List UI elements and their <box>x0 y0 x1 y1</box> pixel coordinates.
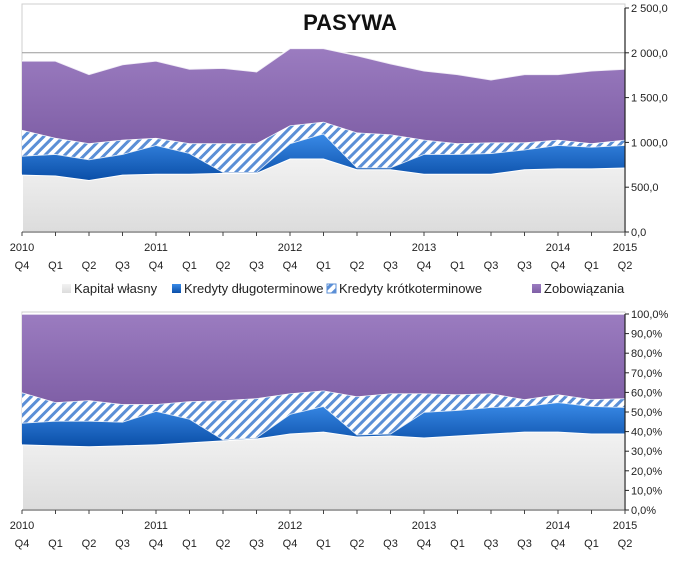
legend-swatch-longterm-credit <box>172 284 181 293</box>
x-tick-label-quarter: Q1 <box>48 260 63 272</box>
x-tick-label-quarter: Q4 <box>149 538 164 550</box>
x-tick-label-quarter: Q4 <box>551 260 566 272</box>
x-tick-label-quarter: Q3 <box>115 260 130 272</box>
x-tick-label-quarter: Q3 <box>115 538 130 550</box>
x-tick-label-quarter: Q4 <box>283 538 298 550</box>
x-tick-label-quarter: Q2 <box>350 260 365 272</box>
x-tick-label-year: 2014 <box>546 520 570 532</box>
series-area-shortterm-credit <box>22 121 625 172</box>
x-tick-label-year: 2012 <box>278 242 302 254</box>
y-tick-label: 1 500,0 <box>631 93 668 105</box>
y-tick-label: 90,0% <box>631 329 662 341</box>
legend: Kapitał własny Kredyty długoterminowe Kred… <box>62 281 625 296</box>
x-tick-label-year: 2015 <box>613 242 637 254</box>
y-tick-label: 40,0% <box>631 427 662 439</box>
x-tick-label-quarter: Q1 <box>450 538 465 550</box>
y-tick-label: 30,0% <box>631 446 662 458</box>
x-tick-label-quarter: Q4 <box>417 260 432 272</box>
x-tick-label-quarter: Q3 <box>484 260 499 272</box>
legend-label-equity: Kapitał własny <box>74 281 158 296</box>
x-tick-label-quarter: Q3 <box>517 538 532 550</box>
series-area-liabilities <box>22 48 625 144</box>
x-tick-label-year: 2015 <box>613 520 637 532</box>
legend-swatch-shortterm-credit <box>326 283 337 294</box>
x-tick-label-quarter: Q1 <box>182 260 197 272</box>
y-tick-label: 50,0% <box>631 407 662 419</box>
y-tick-label: 100,0% <box>631 309 669 321</box>
chart-bottom-percent: 0,0% 10,0% 20,0% 30,0% 40,0% 50,0% 60,0% 70,0% 8… <box>10 309 669 550</box>
x-tick-label-quarter: Q4 <box>417 538 432 550</box>
x-tick-label-quarter: Q4 <box>551 538 566 550</box>
y-tick-label: 2 500,0 <box>631 3 668 15</box>
x-tick-label-quarter: Q2 <box>350 538 365 550</box>
chart-top-values: PASYWA 0,0 500,0 1 000,0 1 500,0 2 000,0 2 50… <box>10 3 668 272</box>
y-tick-label: 0,0% <box>631 505 656 517</box>
x-tick-label-quarter: Q4 <box>149 260 164 272</box>
x-tick-label-quarter: Q4 <box>15 260 30 272</box>
x-tick-label-year: 2014 <box>546 242 570 254</box>
legend-swatch-equity <box>62 284 71 293</box>
y-tick-label: 60,0% <box>631 387 662 399</box>
x-tick-label-quarter: Q3 <box>383 260 398 272</box>
series-area-liabilities <box>22 314 625 405</box>
x-tick-label-quarter: Q3 <box>383 538 398 550</box>
y-tick-label: 500,0 <box>631 182 659 194</box>
x-tick-label-quarter: Q1 <box>584 260 599 272</box>
legend-label-longterm-credit: Kredyty długoterminowe <box>184 281 323 296</box>
y-tick-label: 1 000,0 <box>631 137 668 149</box>
series-area-longterm-credit <box>22 133 625 181</box>
series-area-longterm-credit <box>22 402 625 447</box>
y-tick-label: 10,0% <box>631 485 662 497</box>
x-tick-label-quarter: Q3 <box>249 538 264 550</box>
x-tick-label-quarter: Q4 <box>283 260 298 272</box>
x-tick-label-year: 2011 <box>144 242 168 254</box>
x-tick-label-year: 2011 <box>144 520 168 532</box>
x-tick-label-year: 2010 <box>10 520 34 532</box>
y-tick-label: 70,0% <box>631 368 662 380</box>
x-tick-label-year: 2013 <box>412 520 436 532</box>
x-tick-label-quarter: Q1 <box>316 260 331 272</box>
x-tick-label-quarter: Q4 <box>15 538 30 550</box>
y-tick-label: 0,0 <box>631 227 646 239</box>
x-tick-label-quarter: Q3 <box>249 260 264 272</box>
legend-label-shortterm-credit: Kredyty krótkoterminowe <box>339 281 482 296</box>
chart-title: PASYWA <box>303 10 397 35</box>
x-tick-label-quarter: Q2 <box>216 538 231 550</box>
x-tick-label-quarter: Q2 <box>82 538 97 550</box>
y-tick-label: 2 000,0 <box>631 48 668 60</box>
x-tick-label-quarter: Q2 <box>618 260 633 272</box>
y-tick-label: 80,0% <box>631 348 662 360</box>
x-tick-label-quarter: Q3 <box>484 538 499 550</box>
x-tick-label-quarter: Q3 <box>517 260 532 272</box>
legend-swatch-liabilities <box>532 284 541 293</box>
x-tick-label-quarter: Q1 <box>584 538 599 550</box>
y-tick-label: 20,0% <box>631 466 662 478</box>
series-edge-liabilities <box>22 47 626 81</box>
x-tick-label-year: 2012 <box>278 520 302 532</box>
x-tick-label-year: 2010 <box>10 242 34 254</box>
x-tick-label-quarter: Q1 <box>182 538 197 550</box>
x-tick-label-quarter: Q1 <box>48 538 63 550</box>
x-tick-label-quarter: Q2 <box>216 260 231 272</box>
x-tick-label-year: 2013 <box>412 242 436 254</box>
x-tick-label-quarter: Q1 <box>450 260 465 272</box>
x-tick-label-quarter: Q2 <box>82 260 97 272</box>
x-tick-label-quarter: Q1 <box>316 538 331 550</box>
x-tick-label-quarter: Q2 <box>618 538 633 550</box>
legend-label-liabilities: Zobowiązania <box>544 281 625 296</box>
